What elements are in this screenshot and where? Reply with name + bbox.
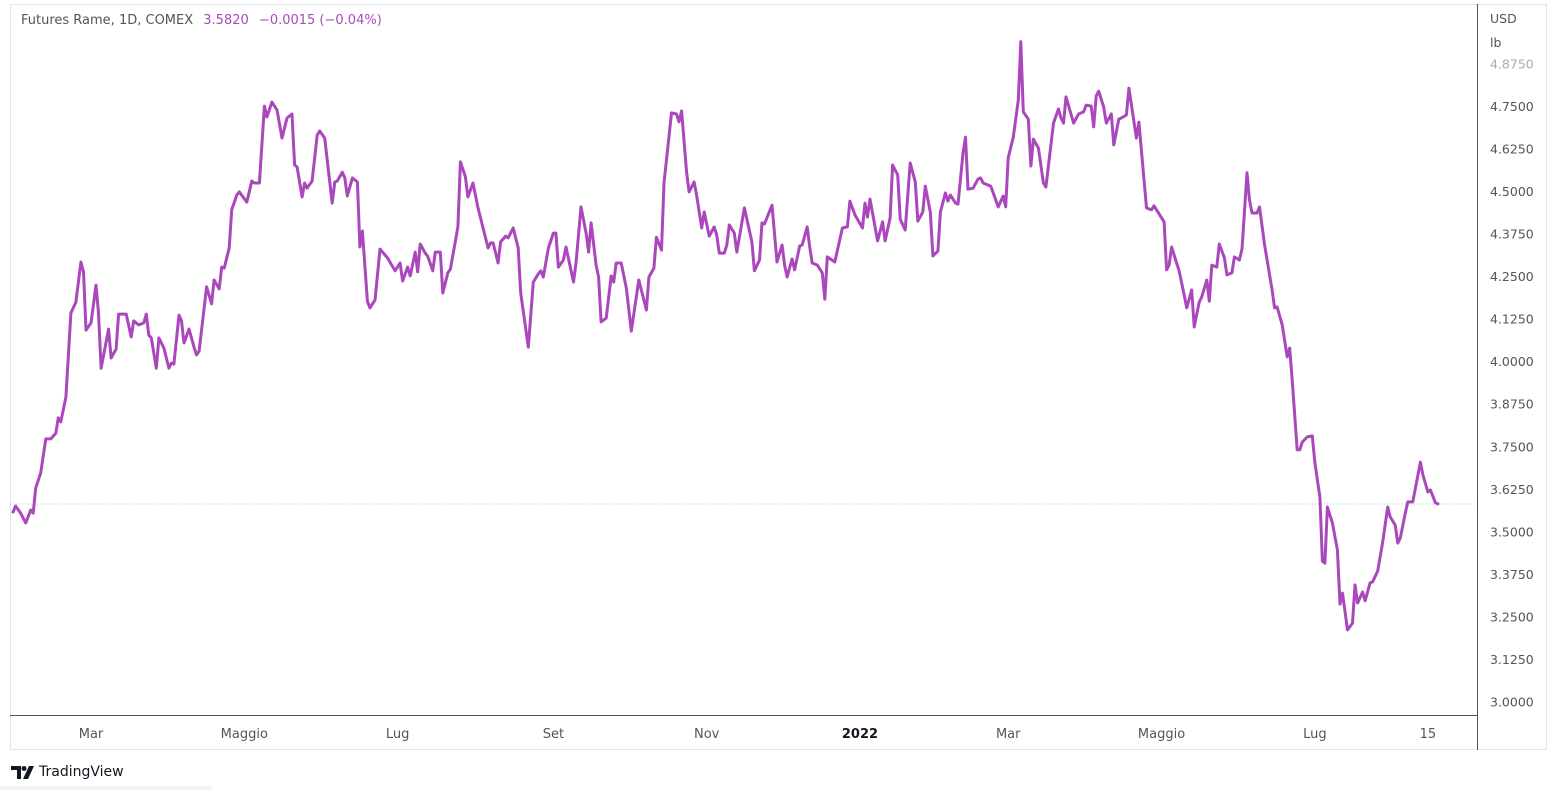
y-tick-label: 4.6250 — [1490, 142, 1534, 157]
x-tick-label: Mar — [79, 727, 104, 742]
unit-label[interactable]: lb — [1490, 35, 1502, 50]
y-tick-label: 3.5000 — [1490, 524, 1534, 539]
tradingview-logo[interactable]: TradingView — [11, 764, 124, 780]
y-tick-label: 3.6250 — [1490, 482, 1534, 497]
y-tick-label: 4.0000 — [1490, 354, 1534, 369]
y-tick-label: 4.8750 — [1490, 56, 1534, 71]
y-tick-label: 4.2500 — [1490, 269, 1534, 284]
currency-label[interactable]: USD — [1490, 11, 1517, 26]
x-tick-label: 15 — [1420, 727, 1437, 742]
y-tick-label: 4.5000 — [1490, 184, 1534, 199]
y-tick-label: 4.1250 — [1490, 312, 1534, 327]
last-price: 3.5820 — [203, 13, 249, 28]
y-tick-label: 3.1250 — [1490, 652, 1534, 667]
y-tick-label: 4.7500 — [1490, 99, 1534, 114]
price-change: −0.0015 (−0.04%) — [258, 13, 382, 28]
x-tick-label: Maggio — [221, 727, 268, 742]
x-tick-label: Mar — [996, 727, 1021, 742]
x-tick-label: Maggio — [1138, 727, 1185, 742]
price-series — [11, 40, 1440, 632]
x-tick-label: Lug — [1303, 727, 1327, 742]
y-tick-label: 3.8750 — [1490, 397, 1534, 412]
price-line — [11, 40, 1440, 632]
y-tick-label: 3.2500 — [1490, 609, 1534, 624]
time-axis[interactable]: Mar Maggio Lug Set Nov 2022 Mar Maggio Lug 15 — [79, 727, 1436, 742]
price-axis[interactable]: 3.0000 3.1250 3.2500 3.3750 3.5000 3.6250 3.75… — [1490, 56, 1534, 709]
y-tick-label: 3.3750 — [1490, 567, 1534, 582]
bottom-strip — [0, 786, 212, 790]
x-tick-label: Nov — [694, 727, 720, 742]
y-tick-label: 3.7500 — [1490, 439, 1534, 454]
y-tick-label: 3.0000 — [1490, 695, 1534, 710]
x-tick-label: 2022 — [842, 727, 878, 742]
x-tick-label: Set — [543, 727, 564, 742]
y-tick-label: 4.3750 — [1490, 227, 1534, 242]
chart-frame — [10, 4, 1547, 750]
tradingview-logo-text: TradingView — [39, 764, 124, 780]
symbol-title: Futures Rame, 1D, COMEX — [21, 13, 194, 28]
tradingview-logo-icon — [11, 765, 34, 779]
x-tick-label: Lug — [386, 727, 410, 742]
chart-legend: Futures Rame, 1D, COMEX 3.5820 −0.0015 (… — [21, 13, 382, 28]
